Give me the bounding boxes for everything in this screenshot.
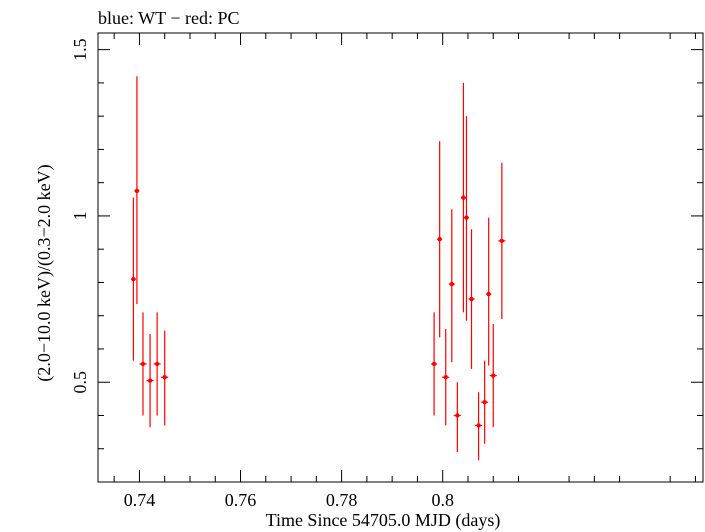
- data-marker: [154, 361, 160, 367]
- data-marker: [491, 373, 496, 378]
- y-tick-label: 1.5: [70, 38, 90, 61]
- data-marker: [476, 423, 481, 428]
- data-point: [134, 76, 140, 305]
- x-tick-label: 0.74: [124, 490, 156, 510]
- data-marker: [443, 375, 448, 380]
- y-tick-label: 0.5: [70, 371, 90, 394]
- data-point: [498, 162, 506, 320]
- data-point: [437, 141, 443, 338]
- data-point: [161, 330, 169, 426]
- data-point: [130, 197, 136, 361]
- data-point: [475, 392, 483, 461]
- data-marker: [455, 413, 460, 418]
- data-marker: [464, 215, 469, 220]
- data-point: [431, 312, 438, 416]
- data-points: [130, 76, 506, 461]
- data-marker: [469, 296, 474, 302]
- x-axis-label: Time Since 54705.0 MJD (days): [266, 510, 501, 531]
- data-point: [442, 329, 450, 426]
- data-marker: [131, 276, 136, 282]
- data-point: [489, 324, 497, 428]
- data-marker: [437, 237, 442, 242]
- data-point: [468, 229, 475, 369]
- data-marker: [461, 195, 466, 200]
- data-point: [139, 312, 147, 416]
- data-point: [153, 312, 161, 416]
- data-point: [453, 382, 461, 453]
- data-point: [481, 360, 489, 444]
- data-marker: [486, 291, 491, 297]
- x-tick-label: 0.76: [225, 490, 257, 510]
- x-tick-label: 0.78: [326, 490, 358, 510]
- data-point: [460, 82, 466, 313]
- y-axis-label: (2.0−10.0 keV)/(0.3−2.0 keV): [34, 164, 55, 381]
- data-marker: [431, 361, 437, 367]
- plot-frame: [97, 32, 704, 483]
- y-tick-label: 1: [70, 211, 90, 220]
- x-tick-label: 0.8: [431, 490, 454, 510]
- data-point: [146, 333, 154, 428]
- data-marker: [162, 375, 167, 380]
- data-point: [448, 209, 455, 363]
- data-marker: [147, 378, 153, 383]
- data-point: [486, 217, 492, 366]
- data-marker: [449, 281, 455, 287]
- data-marker: [482, 399, 487, 405]
- data-marker: [140, 361, 146, 367]
- axis-ticks: 0.74 0.76 0.78 0.8 0.5 1 1.5: [70, 33, 703, 510]
- data-marker: [499, 238, 505, 244]
- data-marker: [134, 188, 140, 194]
- data-point: [463, 116, 469, 321]
- chart-title: blue: WT − red: PC: [98, 8, 239, 28]
